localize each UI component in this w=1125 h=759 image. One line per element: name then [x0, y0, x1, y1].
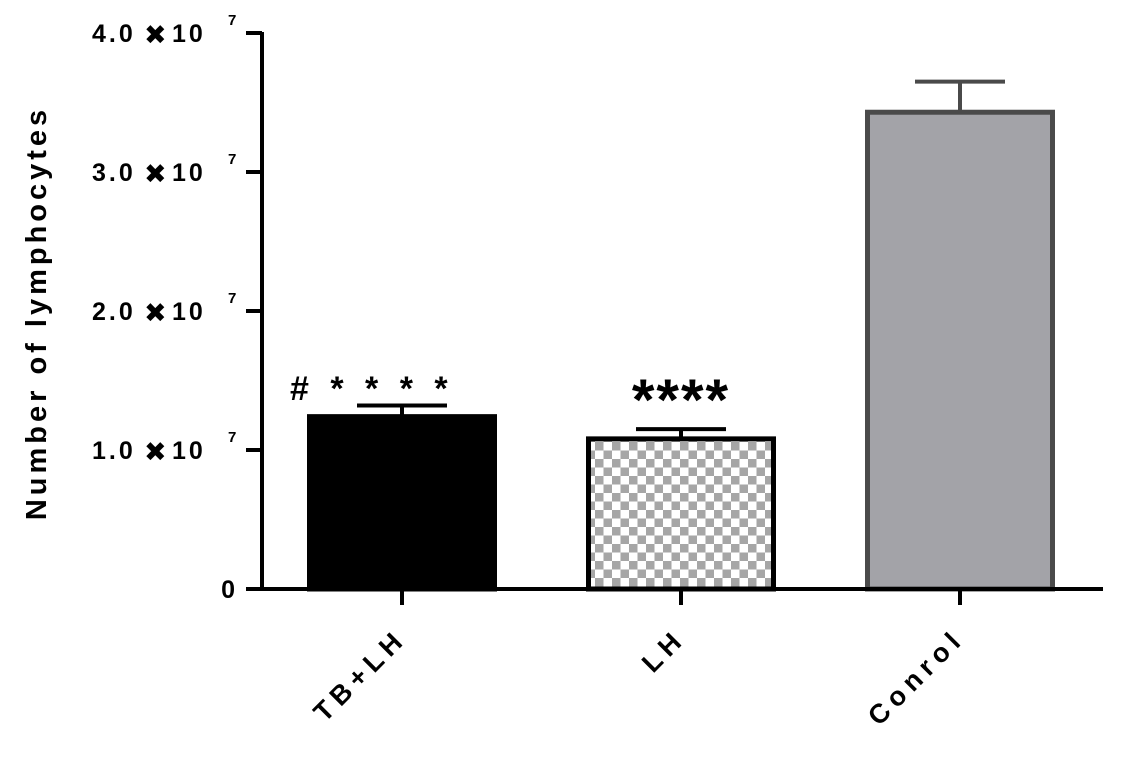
significance-annotation: **** [632, 368, 730, 433]
y-tick-times: ✖ [144, 437, 167, 468]
bar-0 [307, 414, 497, 592]
y-axis-label: Number of lymphocytes [21, 106, 53, 520]
y-tick-base: 10 [172, 298, 206, 326]
y-ticks: 01.0 ✖ 10 72.0 ✖ 10 73.0 ✖ 10 74.0 ✖ 10 7 [92, 12, 262, 604]
y-tick-text: 0 [221, 576, 238, 604]
x-tick-label: Conrol [862, 623, 970, 731]
x-ticks: TB+LH LH Conrol [308, 589, 970, 731]
significance-annotation: # * * * * [290, 370, 454, 408]
y-tick-label: 4.0 ✖ 10 7 [92, 12, 236, 51]
y-tick-base: 10 [172, 20, 206, 48]
y-tick-mantissa: 1.0 [92, 437, 136, 465]
y-tick-label: 3.0 ✖ 10 7 [92, 151, 236, 190]
y-tick-label: 2.0 ✖ 10 7 [92, 290, 236, 329]
annotations: # * * * * **** [290, 368, 730, 433]
y-tick-mantissa: 2.0 [92, 298, 136, 326]
y-tick-times: ✖ [144, 159, 167, 190]
y-tick-base: 10 [172, 159, 206, 187]
y-axis-label-group: Number of lymphocytes [21, 106, 53, 520]
y-tick-power: 7 [228, 429, 236, 446]
y-tick-label: 0 [221, 576, 238, 604]
bar-1 [586, 436, 776, 592]
y-tick-power: 7 [228, 12, 236, 29]
y-tick-power: 7 [228, 151, 236, 168]
bars [307, 79, 1055, 592]
y-tick-base: 10 [172, 437, 206, 465]
x-tick-label: TB+LH [308, 623, 412, 727]
y-tick-power: 7 [228, 290, 236, 307]
y-tick-mantissa: 3.0 [92, 159, 136, 187]
bar-2 [865, 109, 1055, 592]
y-tick-times: ✖ [144, 20, 167, 51]
y-tick-label: 1.0 ✖ 10 7 [92, 429, 236, 468]
y-tick-times: ✖ [144, 298, 167, 329]
y-tick-mantissa: 4.0 [92, 20, 136, 48]
x-tick-label: LH [636, 623, 691, 678]
